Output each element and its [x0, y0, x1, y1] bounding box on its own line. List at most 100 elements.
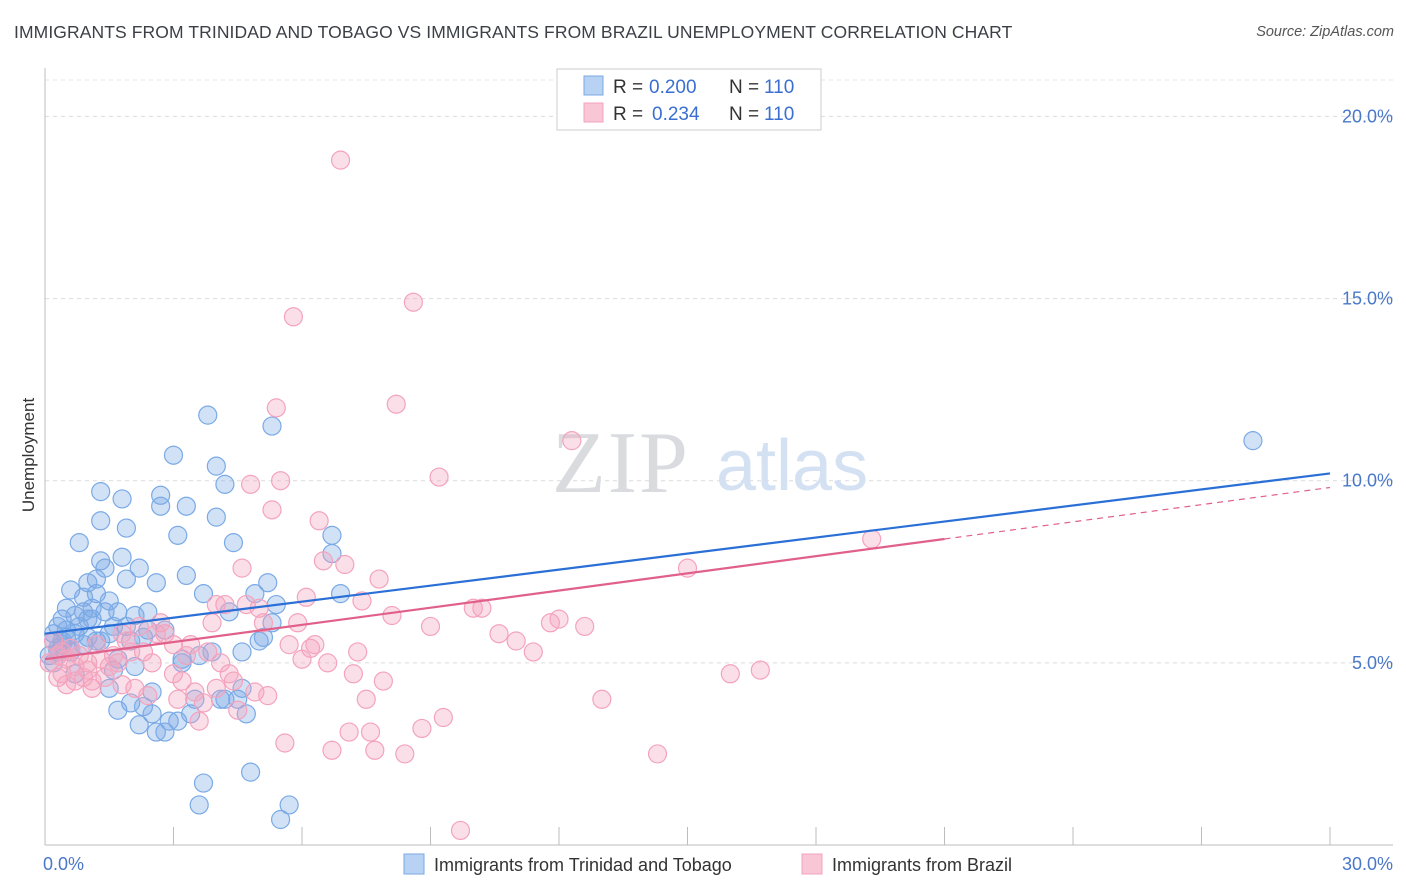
legend-r-label-brazil: R =	[613, 104, 643, 125]
brazil-point-35	[168, 689, 188, 709]
x-tick-label-0: 0.0%	[43, 854, 84, 874]
trinidad-point-81	[232, 642, 252, 662]
trinidad-point-56	[146, 573, 166, 593]
correlation-legend: R = 0.200 N = 110 R = 0.234 N = 110	[556, 68, 822, 131]
trinidad-point-54	[142, 704, 162, 724]
y-tick-label-0: 5.0%	[1352, 653, 1393, 673]
trend-line-brazil	[44, 537, 945, 661]
brazil-point-106	[750, 660, 770, 680]
trinidad-point-40	[112, 489, 132, 509]
brazil-point-62	[279, 635, 299, 655]
brazil-point-99	[549, 609, 569, 629]
brazil-point-109	[82, 678, 102, 698]
trinidad-point-71	[193, 773, 214, 793]
brazil-point-57	[258, 686, 278, 706]
brazil-point-91	[433, 707, 453, 728]
brazil-point-77	[348, 642, 368, 662]
brazil-point-66	[296, 587, 316, 607]
series-legend: Immigrants from Trinidad and Tobago Immi…	[403, 853, 1012, 875]
trinidad-point-42	[116, 518, 136, 538]
brazil-point-97	[523, 642, 543, 662]
y-tick-label-2: 15.0%	[1342, 289, 1393, 309]
brazil-point-28	[138, 686, 158, 706]
brazil-point-50	[228, 700, 248, 720]
trinidad-point-62	[163, 445, 184, 465]
trinidad-point-79	[223, 533, 244, 553]
axes	[44, 68, 1393, 846]
brazil-point-53	[241, 474, 261, 494]
brazil-point-87	[403, 292, 423, 312]
brazil-point-89	[420, 616, 441, 637]
brazil-point-64	[288, 613, 308, 633]
y-tick-label-3: 20.0%	[1342, 106, 1393, 126]
brazil-point-84	[382, 605, 402, 626]
brazil-point-33	[163, 635, 184, 655]
source-label: Source: ZipAtlas.com	[1256, 24, 1394, 40]
brazil-point-17	[95, 667, 115, 688]
brazil-point-81	[365, 740, 385, 760]
watermark-atlas: atlas	[716, 426, 868, 506]
brazil-point-51	[232, 558, 252, 578]
trinidad-point-77	[215, 474, 235, 494]
trend-line-brazil-extension	[944, 486, 1331, 540]
trinidad-point-75	[206, 507, 226, 527]
trinidad-point-41	[116, 569, 136, 589]
brazil-point-54	[245, 682, 265, 702]
trinidad-point-57	[151, 485, 171, 505]
brazil-point-74	[335, 554, 355, 575]
brazil-point-20	[108, 653, 128, 673]
brazil-point-14	[82, 671, 102, 691]
brazil-point-78	[352, 591, 372, 611]
chart-title: IMMIGRANTS FROM TRINIDAD AND TOBAGO VS I…	[14, 22, 1013, 42]
brazil-point-105	[720, 664, 740, 684]
brazil-point-12	[78, 660, 98, 680]
brazil-point-43	[202, 613, 222, 633]
brazil-point-88	[412, 718, 432, 739]
brazil-point-94	[472, 598, 492, 618]
trinidad-point-44	[121, 693, 141, 713]
legend-n-label-trinidad: N =	[729, 77, 759, 98]
trinidad-point-90	[270, 809, 291, 830]
brazil-point-49	[223, 671, 244, 691]
trinidad-point-72	[198, 405, 218, 425]
trinidad-point-94	[330, 584, 351, 604]
brazil-point-22	[112, 675, 132, 695]
trinidad-point-14	[69, 533, 89, 553]
trinidad-point-87	[258, 573, 278, 593]
trinidad-point-103	[168, 711, 188, 731]
brazil-point-37	[176, 645, 196, 666]
trinidad-point-39	[112, 547, 132, 567]
bottom-legend-label-brazil: Immigrants from Brazil	[832, 855, 1012, 875]
watermark-zip: ZIP	[552, 415, 690, 512]
brazil-point-100	[562, 431, 582, 451]
trinidad-point-28	[91, 511, 111, 531]
trinidad-point-58	[151, 496, 171, 516]
trinidad-point-5	[52, 609, 72, 629]
y-tick-labels: 5.0% 10.0% 15.0% 20.0%	[1342, 106, 1393, 672]
legend-r-value-trinidad: 0.200	[649, 77, 697, 98]
trinidad-point-49	[129, 715, 149, 735]
trinidad-point-88	[262, 416, 282, 436]
brazil-point-23	[116, 631, 136, 651]
brazil-point-101	[575, 616, 595, 637]
bottom-legend-label-trinidad: Immigrants from Trinidad and Tobago	[434, 855, 732, 875]
brazil-point-41	[193, 693, 214, 713]
brazil-point-58	[262, 500, 282, 520]
legend-n-label-brazil: N =	[729, 104, 759, 125]
legend-n-value-brazil: 110	[764, 104, 794, 125]
brazil-point-36	[172, 671, 192, 691]
trinidad-point-31	[95, 558, 115, 578]
brazil-point-29	[142, 653, 162, 673]
brazil-point-90	[429, 467, 449, 487]
trinidad-point-74	[206, 456, 226, 476]
legend-r-label-trinidad: R =	[613, 77, 643, 98]
brazil-point-95	[489, 624, 509, 644]
trinidad-point-65	[176, 496, 196, 516]
brazil-point-102	[592, 689, 612, 709]
brazil-point-107	[862, 529, 882, 549]
brazil-point-86	[395, 744, 415, 764]
brazil-point-83	[373, 671, 393, 691]
brazil-point-72	[322, 740, 342, 760]
brazil-point-82	[369, 569, 389, 589]
